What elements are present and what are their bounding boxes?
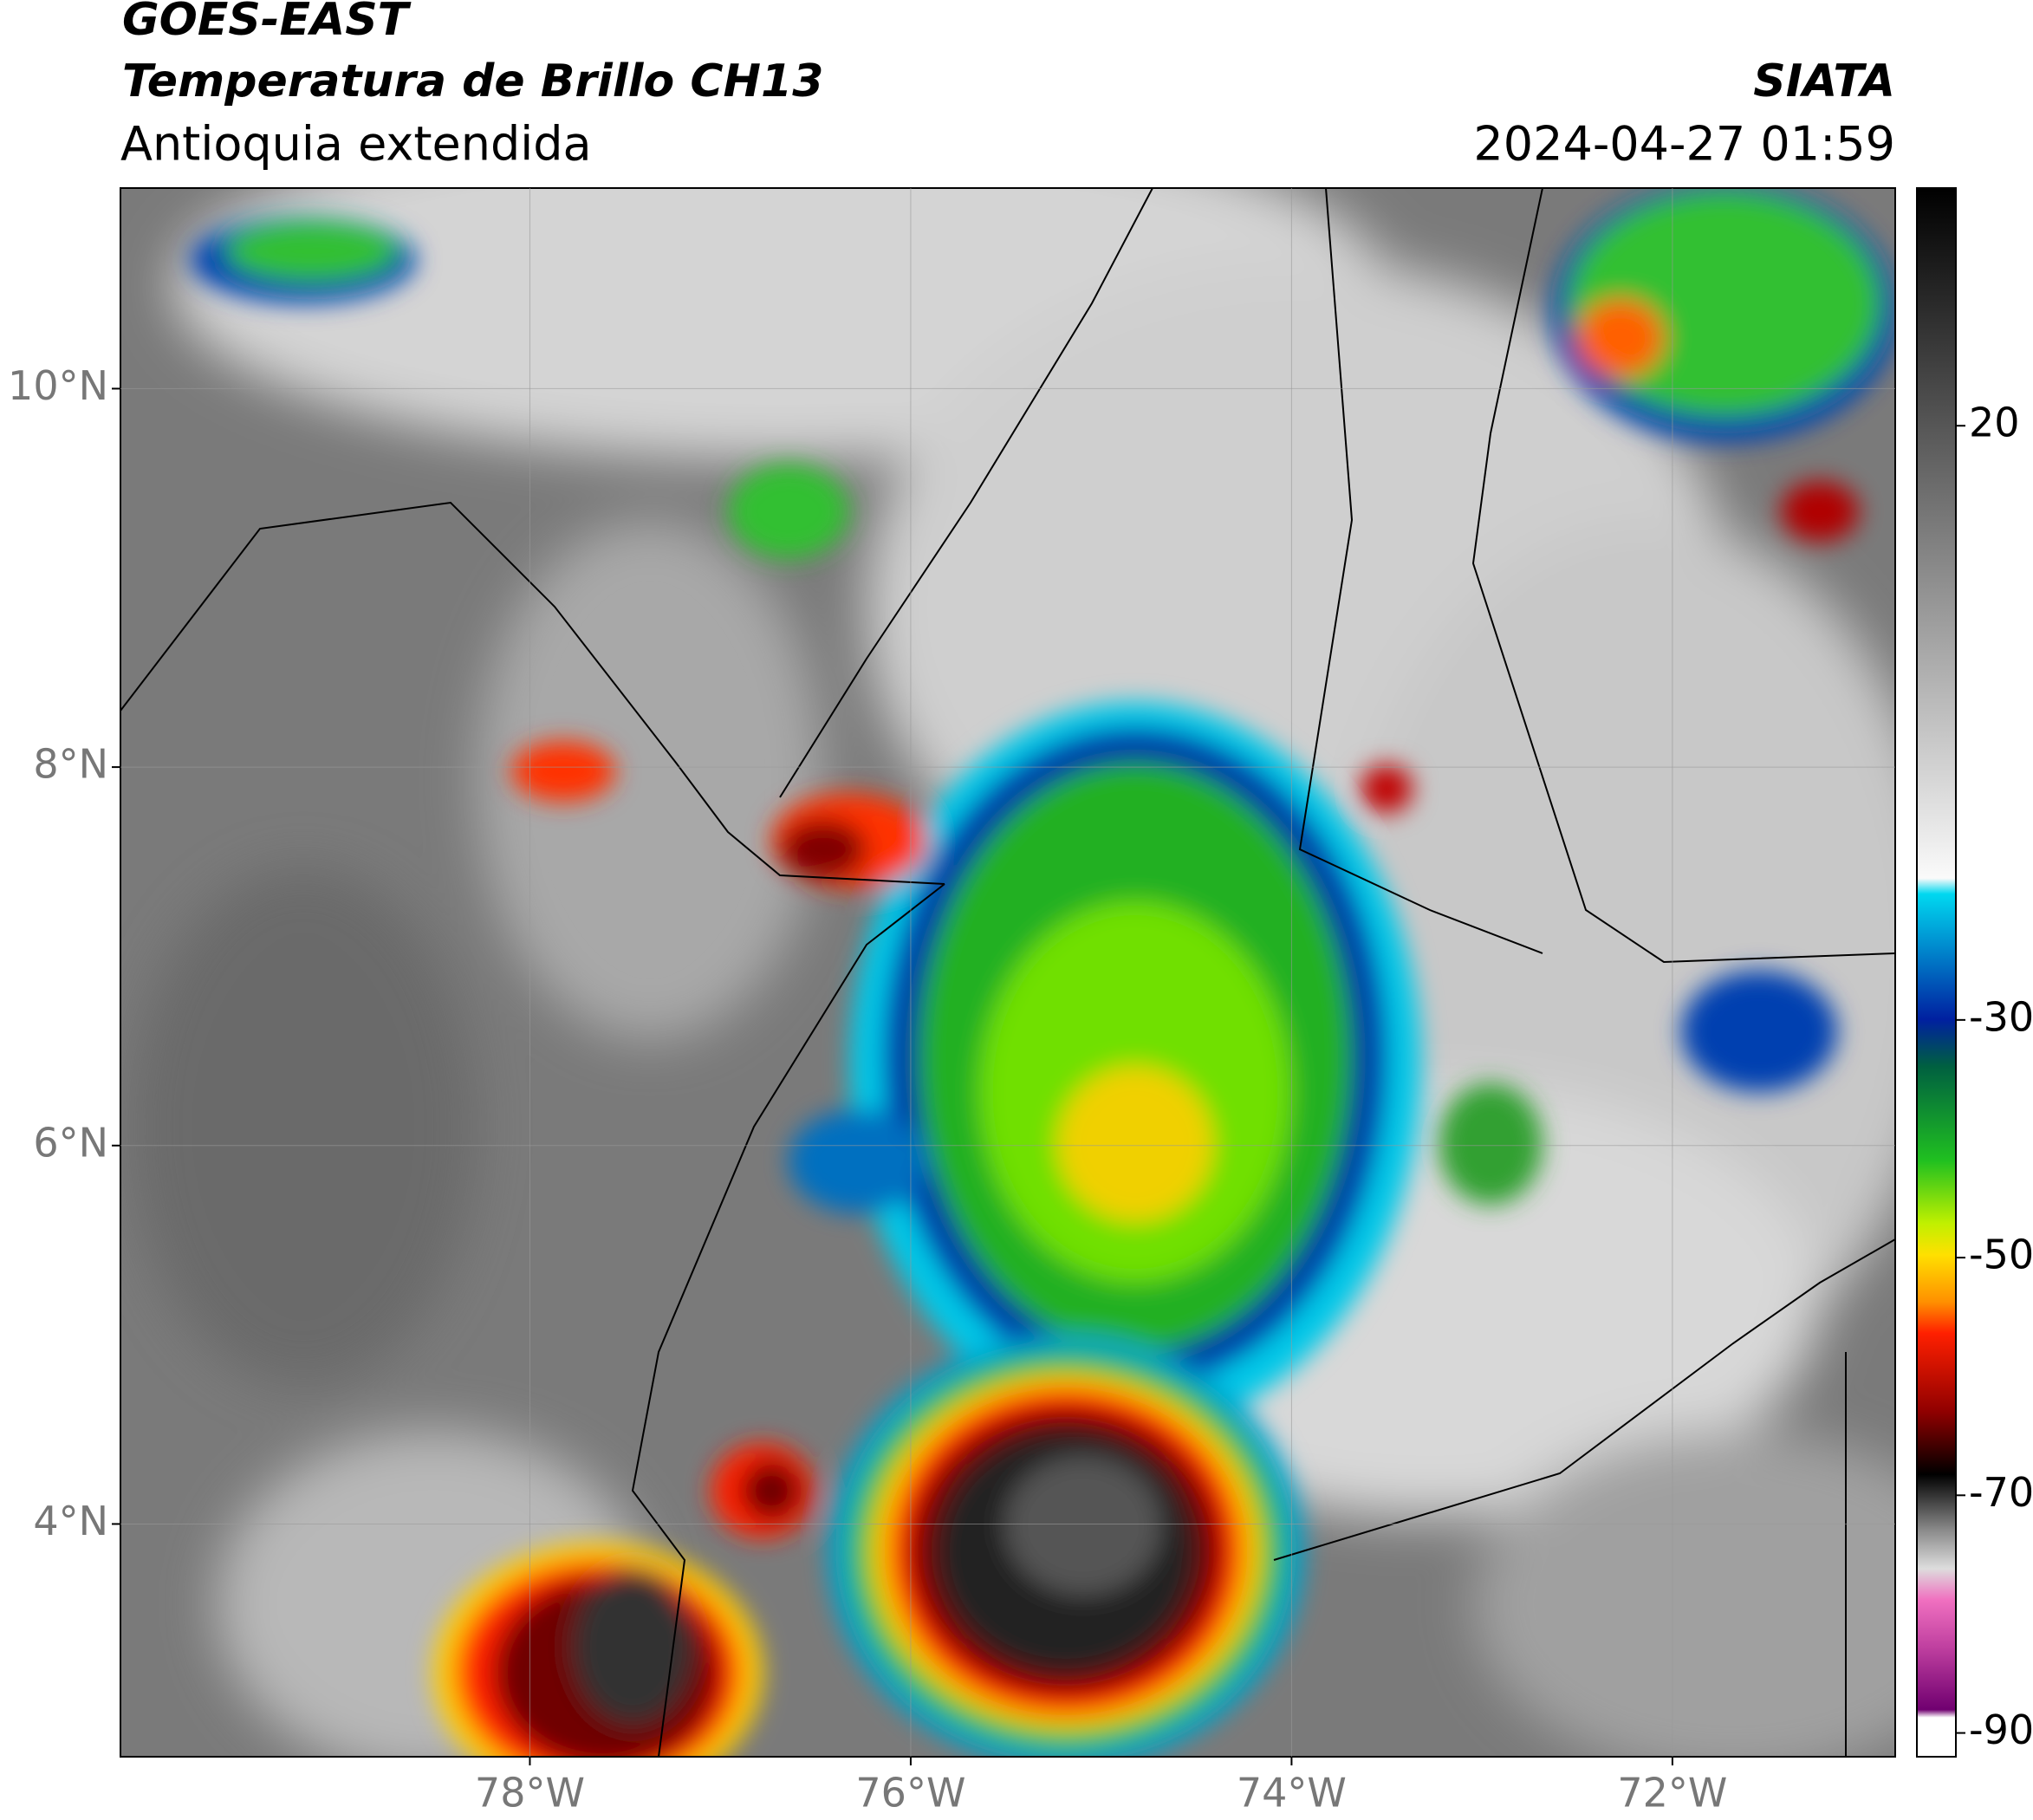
y-tick-label: 10°N bbox=[8, 362, 108, 409]
satellite: GOES-EAST bbox=[122, 0, 412, 46]
imagery bbox=[120, 188, 1895, 1757]
x-tick-label: 72°W bbox=[1617, 1770, 1727, 1817]
source: SIATA bbox=[1753, 55, 1895, 107]
colorbar-tick-label: -70 bbox=[1969, 1469, 2033, 1516]
x-tick-label: 76°W bbox=[855, 1770, 965, 1817]
map-frame bbox=[120, 187, 1896, 1758]
colorbar-tick-label: -50 bbox=[1969, 1232, 2033, 1278]
y-tick-label: 8°N bbox=[33, 741, 108, 788]
y-tick-label: 6°N bbox=[33, 1119, 108, 1166]
colorbar-tick-label: -90 bbox=[1969, 1706, 2033, 1753]
region: Antioquia extendida bbox=[120, 117, 592, 172]
datetime: 2024-04-27 01:59 bbox=[1473, 117, 1895, 172]
x-tick-label: 78°W bbox=[475, 1770, 585, 1817]
colorbar bbox=[1916, 187, 1957, 1758]
product: Temperatura de Brillo CH13 bbox=[122, 55, 823, 107]
y-tick-label: 4°N bbox=[33, 1498, 108, 1544]
colorbar-tick-label: -30 bbox=[1969, 993, 2033, 1040]
x-tick-label: 74°W bbox=[1237, 1770, 1347, 1817]
colorbar-tick-label: 20 bbox=[1969, 400, 2020, 446]
